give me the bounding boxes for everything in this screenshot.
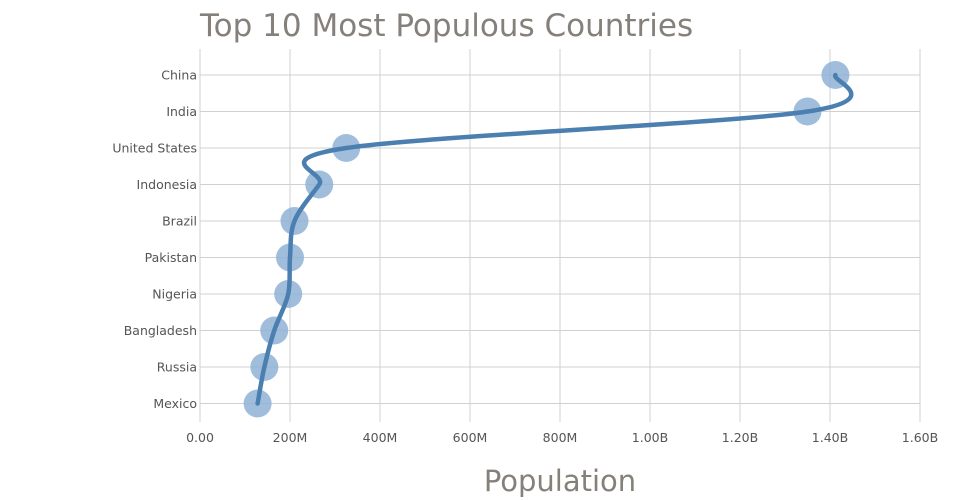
x-tick-label: 1.00B [632, 430, 668, 445]
y-tick-label: Pakistan [145, 250, 197, 265]
y-tick-label: India [166, 104, 197, 119]
y-tick-label: Mexico [153, 396, 197, 411]
x-tick-label: 400M [363, 430, 398, 445]
line-layer [255, 72, 854, 406]
x-axis-ticks: 0.00 200M 400M 600M 800M 1.00B 1.20B 1.40B 1.60B [186, 430, 938, 445]
x-tick-label: 200M [273, 430, 308, 445]
x-tick-label: 1.60B [902, 430, 938, 445]
chart-title: Top 10 Most Populous Countries [200, 8, 694, 44]
x-tick-label: 1.40B [812, 430, 848, 445]
y-tick-label: United States [112, 141, 197, 156]
x-tick-label: 0.00 [186, 430, 214, 445]
y-tick-label: Bangladesh [124, 323, 197, 338]
y-tick-label: Russia [157, 360, 197, 375]
x-tick-label: 800M [543, 430, 578, 445]
x-tick-label: 600M [453, 430, 488, 445]
y-tick-label: Nigeria [152, 287, 197, 302]
y-axis-ticks: China India United States Indonesia Brazil Pa… [112, 68, 197, 412]
y-tick-label: Indonesia [137, 177, 197, 192]
series-line [255, 72, 854, 406]
y-tick-label: China [161, 68, 197, 83]
x-axis-title: Population [483, 464, 637, 498]
y-tick-label: Brazil [162, 214, 197, 229]
x-tick-label: 1.20B [722, 430, 758, 445]
